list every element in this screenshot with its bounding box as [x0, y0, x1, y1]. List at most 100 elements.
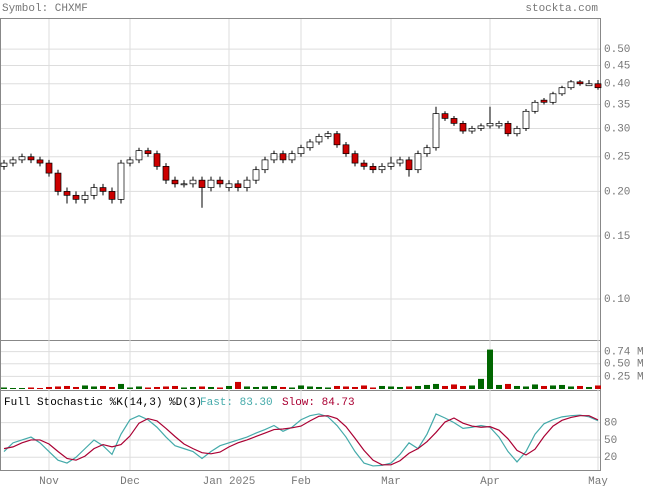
volume-bar: [37, 387, 43, 389]
candle-body: [126, 159, 134, 164]
volume-bar: [559, 384, 565, 389]
candle-body: [261, 159, 269, 171]
candle-body: [135, 150, 143, 161]
volume-bar: [316, 386, 322, 389]
candle-body: [54, 172, 62, 192]
legend-entry: Fast: 83.30: [200, 397, 273, 409]
y-tick-label: 0.40: [604, 79, 630, 91]
stoch-line: [3, 413, 599, 467]
candle-body: [351, 153, 359, 164]
volume-bar: [442, 385, 448, 389]
volume-bar: [244, 386, 250, 389]
volume-bar: [505, 383, 511, 389]
volume-bar: [451, 384, 457, 389]
candle-body: [297, 147, 305, 155]
volume-bar: [541, 385, 547, 389]
volume-bar: [424, 384, 430, 389]
x-tick-label: Mar: [381, 476, 401, 486]
volume-bar: [271, 385, 277, 389]
volume-bar: [91, 386, 97, 389]
volume-bar: [568, 386, 574, 389]
volume-bar: [118, 383, 124, 389]
candle-body: [333, 133, 341, 146]
candle-body: [153, 153, 161, 167]
candle-body: [0, 162, 8, 167]
y-tick-label: 0.15: [604, 231, 630, 243]
volume-bar: [154, 386, 160, 389]
volume-bar: [298, 385, 304, 389]
volume-bar: [190, 386, 196, 389]
candle-body: [252, 169, 260, 181]
volume-bar: [361, 385, 367, 389]
volume-bar: [577, 385, 583, 389]
stoch-tick-label: 50: [604, 435, 617, 447]
x-tick-label: Feb: [291, 476, 311, 486]
volume-bar: [163, 386, 169, 389]
x-tick-label: May: [588, 476, 608, 486]
volume-bar: [460, 385, 466, 389]
candle-body: [234, 183, 242, 188]
volume-bar: [262, 386, 268, 389]
y-tick-label: 0.25: [604, 152, 630, 164]
volume-bar: [334, 385, 340, 389]
candle-body: [72, 194, 80, 200]
candle-body: [459, 123, 467, 132]
candle-body: [225, 183, 233, 188]
candle-body: [558, 87, 566, 95]
volume-bar: [289, 387, 295, 389]
volume-bar: [469, 385, 475, 389]
volume-bar: [550, 385, 556, 389]
candle-body: [585, 83, 593, 87]
candle-body: [513, 128, 521, 135]
volume-bar: [235, 381, 241, 389]
volume-bar: [217, 387, 223, 389]
volume-bar: [226, 385, 232, 389]
candle-body: [81, 194, 89, 200]
candle-body: [18, 156, 26, 161]
candle-body: [549, 93, 557, 103]
volume-bar: [127, 387, 133, 389]
volume-bar: [388, 386, 394, 389]
candle-body: [432, 113, 440, 149]
candle-body: [576, 81, 584, 85]
candle-body: [495, 123, 503, 127]
candle-body: [378, 166, 386, 171]
volume-bar: [487, 349, 493, 389]
volume-bar: [478, 378, 484, 389]
candle-body: [477, 125, 485, 129]
y-tick-label: 0.45: [604, 60, 630, 72]
volume-bar: [145, 387, 151, 389]
stoch-title: Full Stochastic %K(14,3) %D(3): [4, 397, 202, 409]
x-tick-label: Apr: [480, 476, 500, 486]
volume-bar: [181, 387, 187, 389]
volume-bar: [10, 387, 16, 389]
stoch-tick-label: 20: [604, 452, 617, 464]
volume-bar: [325, 387, 331, 389]
volume-tick-label: 0.50 M: [604, 359, 644, 371]
volume-bar: [343, 386, 349, 389]
x-tick-label: Nov: [39, 476, 59, 486]
y-tick-label: 0.10: [604, 294, 630, 306]
candle-body: [414, 153, 422, 171]
candle-body: [423, 147, 431, 155]
volume-bar: [172, 385, 178, 389]
candle-body: [540, 99, 548, 103]
candle-body: [27, 156, 35, 161]
candle-body: [567, 81, 575, 89]
candle-body: [279, 153, 287, 161]
candle-body: [207, 179, 215, 188]
volume-bar: [307, 386, 313, 389]
candle-body: [387, 162, 395, 167]
stoch-line: [3, 415, 599, 466]
candle-body: [324, 133, 332, 137]
volume-bar: [379, 385, 385, 389]
volume-bar: [433, 383, 439, 389]
candle-body: [90, 187, 98, 196]
volume-bar: [523, 386, 529, 389]
volume-bar: [514, 385, 520, 389]
candle-body: [243, 179, 251, 188]
candle-body: [315, 136, 323, 143]
volume-bar: [73, 386, 79, 389]
candle-body: [171, 179, 179, 185]
volume-bar: [370, 387, 376, 389]
